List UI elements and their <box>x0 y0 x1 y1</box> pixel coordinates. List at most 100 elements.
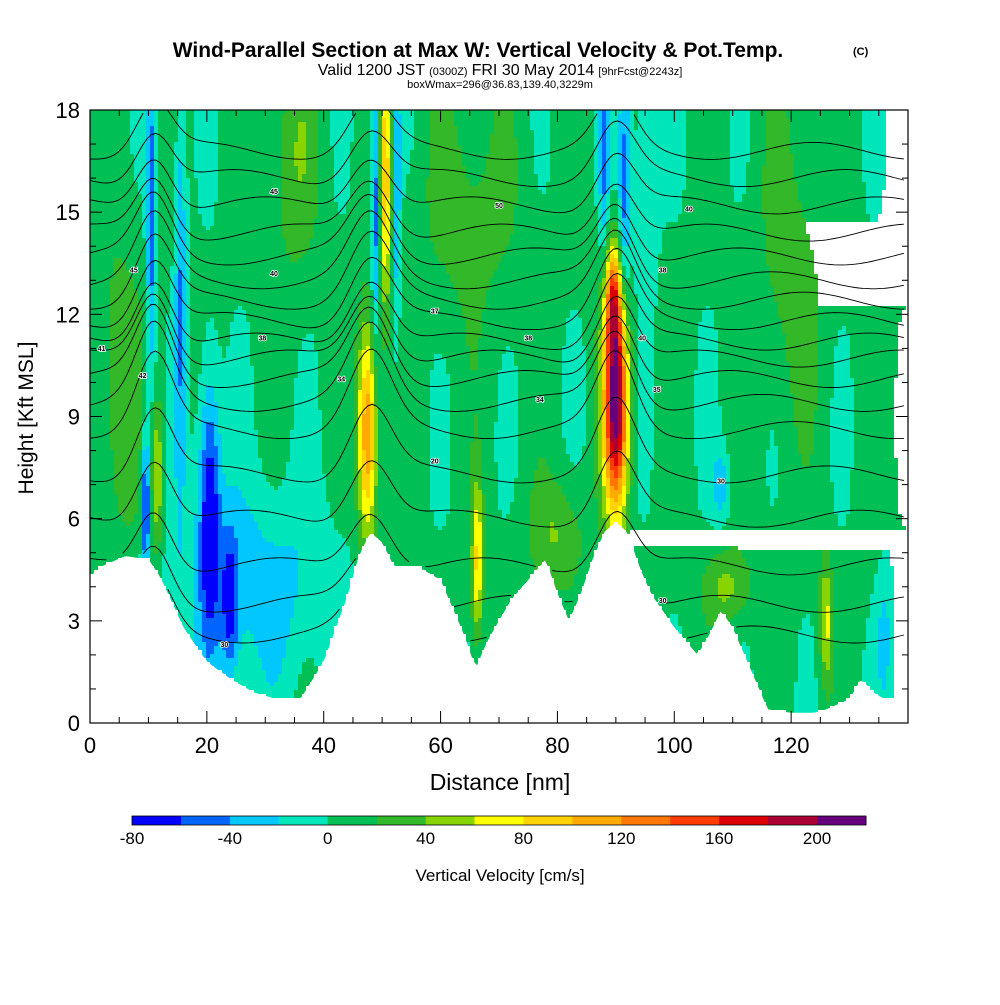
heatmap-cell <box>154 146 158 150</box>
heatmap-cell <box>150 466 154 470</box>
heatmap-cell <box>622 274 626 278</box>
heatmap-cell <box>486 170 518 174</box>
heatmap-cell <box>150 346 154 350</box>
heatmap-cell <box>698 470 714 474</box>
heatmap-cell <box>466 338 478 342</box>
heatmap-cell <box>506 514 530 518</box>
heatmap-cell <box>686 122 730 126</box>
heatmap-cell <box>142 506 150 510</box>
heatmap-cell <box>630 186 686 190</box>
heatmap-cell <box>638 478 650 482</box>
heatmap-cell <box>150 422 154 426</box>
heatmap-cell <box>378 218 382 222</box>
heatmap-cell <box>518 474 534 478</box>
heatmap-cell <box>150 342 154 346</box>
heatmap-cell <box>610 522 614 526</box>
heatmap-cell <box>430 230 514 234</box>
heatmap-cell <box>318 362 354 366</box>
heatmap-cell <box>430 210 514 214</box>
heatmap-cell <box>154 362 166 366</box>
heatmap-cell <box>166 506 178 510</box>
heatmap-cell <box>634 398 638 402</box>
heatmap-cell <box>394 286 402 290</box>
heatmap-cell <box>618 430 622 434</box>
heatmap-cell <box>370 406 374 410</box>
heatmap-cell <box>610 238 618 242</box>
heatmap-cell <box>178 202 182 206</box>
heatmap-cell <box>374 258 378 262</box>
heatmap-cell <box>146 310 150 314</box>
heatmap-cell <box>610 470 614 474</box>
heatmap-cell <box>878 566 894 570</box>
heatmap-cell <box>174 410 186 414</box>
heatmap-cell <box>622 346 626 350</box>
heatmap-cell <box>790 390 818 394</box>
heatmap-cell <box>374 262 378 266</box>
heatmap-cell <box>238 550 298 554</box>
heatmap-cell <box>246 498 326 502</box>
heatmap-cell <box>530 126 550 130</box>
heatmap-cell <box>90 210 142 214</box>
heatmap-cell <box>370 494 374 498</box>
heatmap-cell <box>598 290 602 294</box>
heatmap-cell <box>626 338 630 342</box>
heatmap-cell <box>394 122 402 126</box>
heatmap-cell <box>374 174 378 178</box>
heatmap-cell <box>426 190 518 194</box>
heatmap-cell <box>602 174 606 178</box>
heatmap-cell <box>394 170 402 174</box>
heatmap-cell <box>90 110 130 114</box>
heatmap-cell <box>158 298 170 302</box>
heatmap-cell <box>130 134 146 138</box>
heatmap-cell <box>394 130 402 134</box>
heatmap-cell <box>622 390 626 394</box>
heatmap-cell <box>622 282 626 286</box>
heatmap-cell <box>198 474 202 478</box>
heatmap-cell <box>566 446 582 450</box>
heatmap-cell <box>202 486 206 490</box>
heatmap-cell <box>366 282 370 286</box>
heatmap-cell <box>142 522 150 526</box>
heatmap-cell <box>190 222 202 226</box>
heatmap-cell <box>602 262 606 266</box>
heatmap-cell <box>358 390 362 394</box>
heatmap-cell <box>138 454 142 458</box>
heatmap-cell <box>402 134 414 138</box>
heatmap-cell <box>630 158 686 162</box>
heatmap-cell <box>634 282 658 286</box>
heatmap-cell <box>154 298 158 302</box>
heatmap-cell <box>190 178 198 182</box>
heatmap-cell <box>378 158 382 162</box>
heatmap-cell <box>694 458 718 462</box>
heatmap-cell <box>386 150 390 154</box>
heatmap-cell <box>750 570 822 574</box>
heatmap-cell <box>866 186 886 190</box>
heatmap-cell <box>490 146 518 150</box>
heatmap-cell <box>158 126 178 130</box>
heatmap-cell <box>830 554 882 558</box>
heatmap-cell <box>202 366 254 370</box>
heatmap-cell <box>322 430 354 434</box>
heatmap-cell <box>850 338 898 342</box>
heatmap-cell <box>250 326 358 330</box>
heatmap-cell <box>374 330 378 334</box>
heatmap-cell <box>630 210 682 214</box>
heatmap-cell <box>866 210 882 214</box>
heatmap-cell <box>358 382 362 386</box>
heatmap-cell <box>766 250 814 254</box>
heatmap-cell <box>394 206 402 210</box>
heatmap-cell <box>794 414 814 418</box>
heatmap-cell <box>222 522 258 526</box>
heatmap-cell <box>394 194 402 198</box>
heatmap-cell <box>622 218 630 222</box>
heatmap-cell <box>198 378 254 382</box>
heatmap-cell <box>218 478 226 482</box>
heatmap-cell <box>90 538 142 542</box>
heatmap-cell <box>482 558 486 562</box>
heatmap-cell <box>630 458 634 462</box>
heatmap-cell <box>194 146 218 150</box>
heatmap-cell <box>362 478 370 482</box>
heatmap-cell <box>282 138 298 142</box>
heatmap-cell <box>630 422 634 426</box>
heatmap-cell <box>350 150 370 154</box>
